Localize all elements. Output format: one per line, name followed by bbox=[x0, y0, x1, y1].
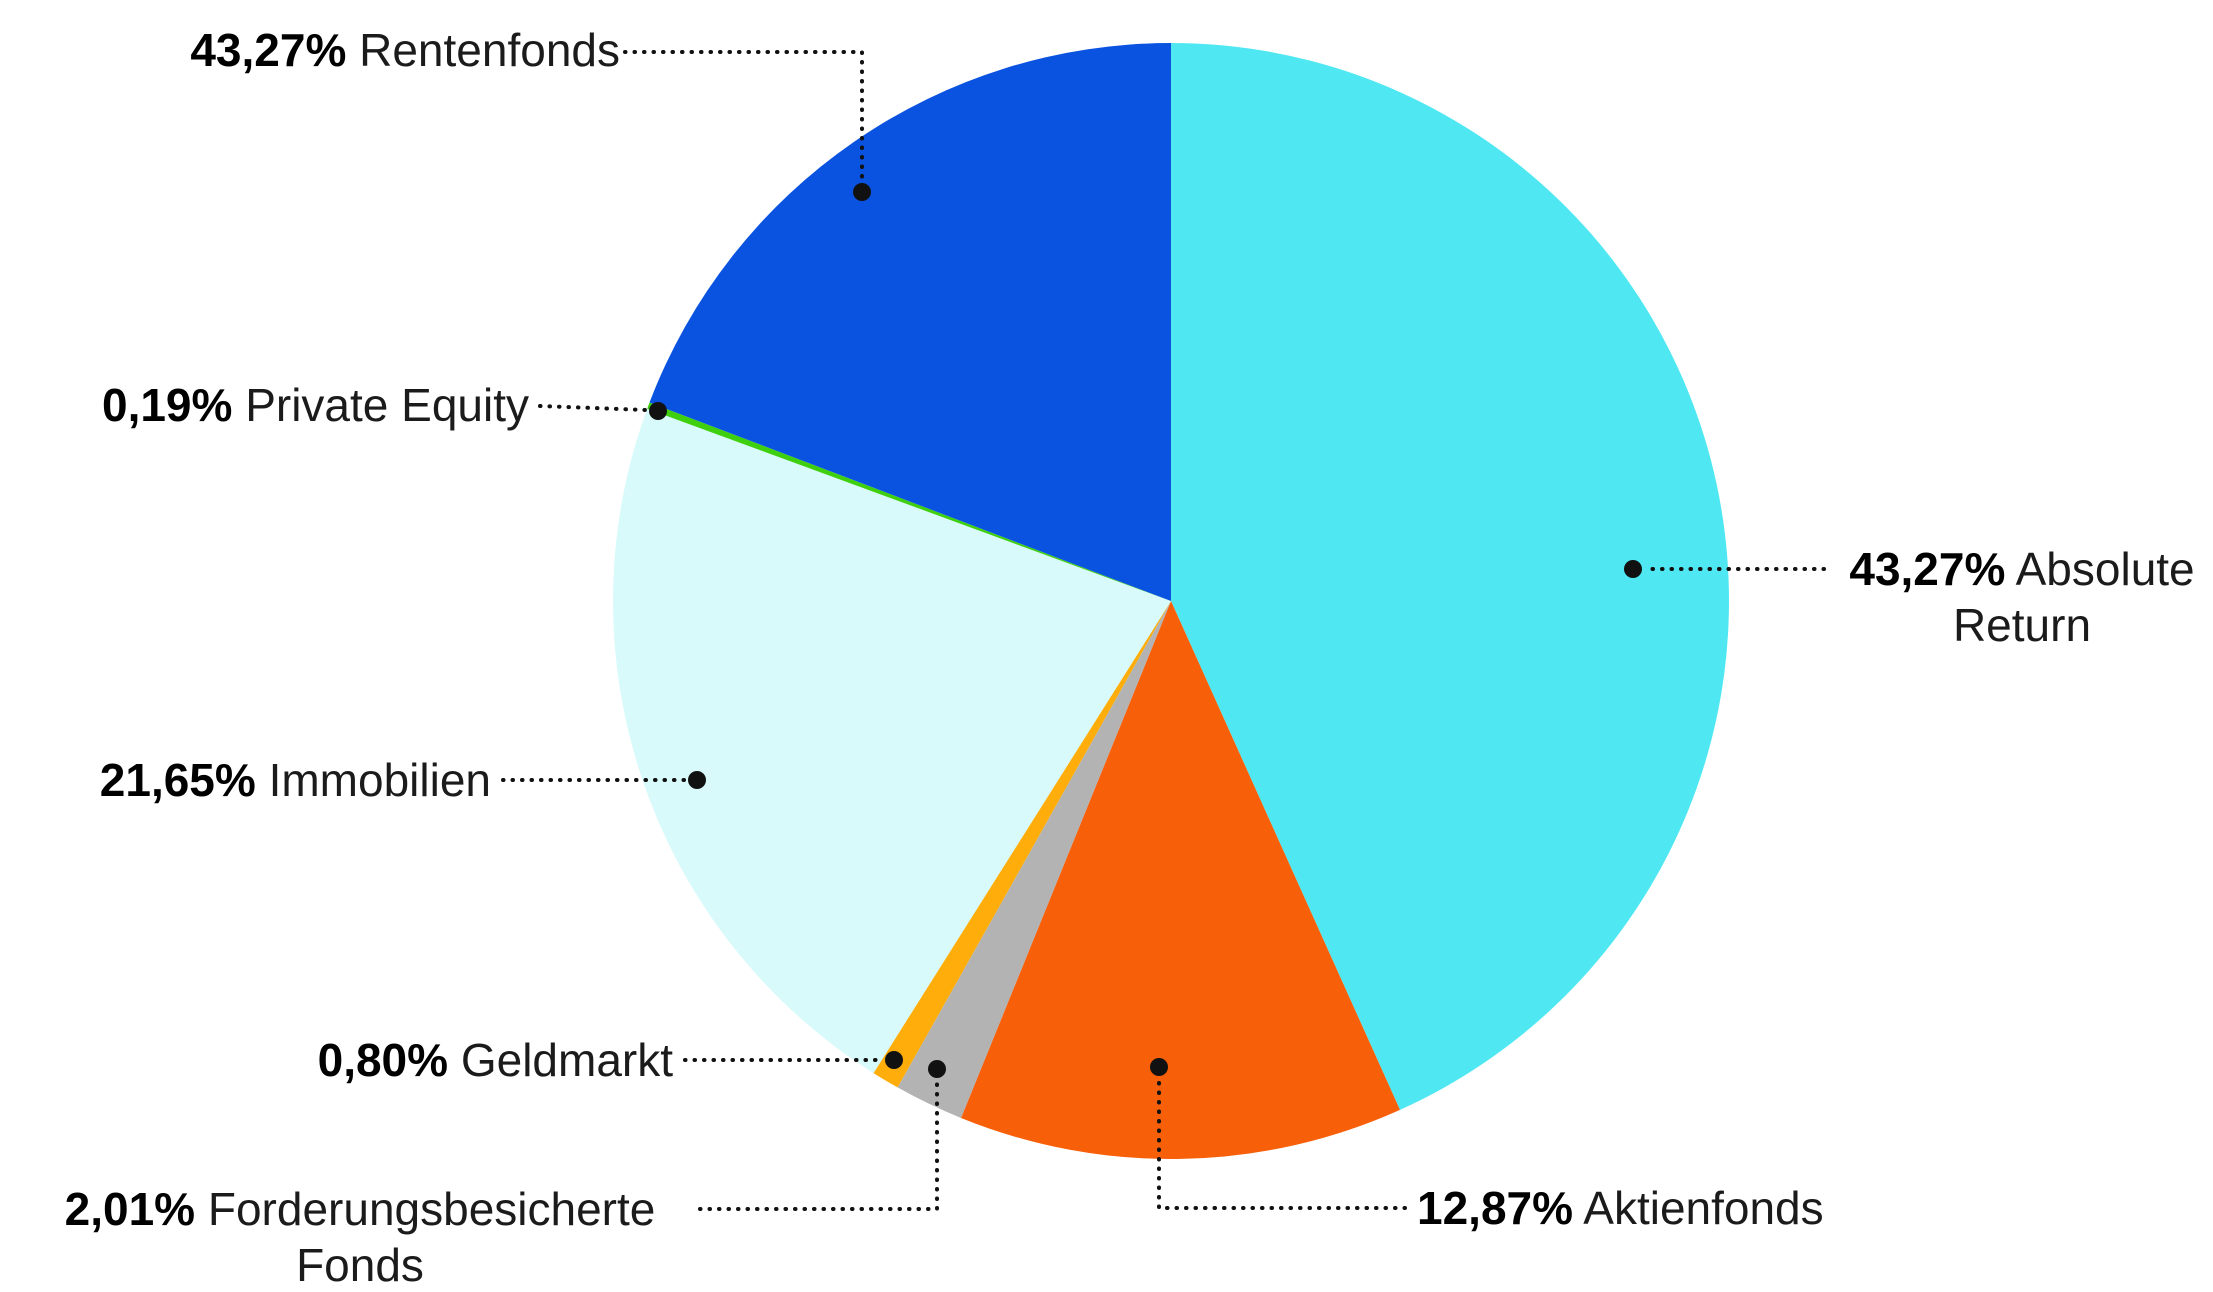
label-absolute-return: 43,27% Absolute Return bbox=[1836, 541, 2208, 653]
callout-dot-immobilien bbox=[688, 771, 706, 789]
pie-slice-forderungsbesicherte-fonds bbox=[897, 601, 1171, 1118]
label-immobilien-name: Immobilien bbox=[268, 754, 491, 806]
label-aktienfonds-name: Aktienfonds bbox=[1583, 1182, 1824, 1234]
pie-slice-geldmarkt bbox=[873, 601, 1171, 1088]
label-aktienfonds-value: 12,87% bbox=[1417, 1182, 1574, 1234]
label-private-equity: 0,19% Private Equity bbox=[102, 377, 529, 433]
label-immobilien: 21,65% Immobilien bbox=[100, 752, 491, 808]
pie-slice-immobilien bbox=[613, 408, 1171, 1074]
pie-slice-absolute-return bbox=[1171, 43, 1730, 1110]
callout-dot-aktienfonds bbox=[1150, 1058, 1168, 1076]
label-absolute-return-name: Absolute Return bbox=[1952, 543, 2195, 651]
pie-slice-private-equity bbox=[647, 402, 1171, 601]
label-rentenfonds-value: 43,27% bbox=[190, 24, 347, 76]
label-forderungsbesicherte-fonds-value: 2,01% bbox=[64, 1183, 196, 1235]
label-forderungsbesicherte-fonds-name: Forderungsbesicherte Fonds bbox=[207, 1183, 656, 1291]
callout-dot-forderungsbesicherte-fonds bbox=[928, 1060, 946, 1078]
label-rentenfonds-name: Rentenfonds bbox=[359, 24, 620, 76]
label-geldmarkt-name: Geldmarkt bbox=[460, 1034, 673, 1086]
callout-dot-rentenfonds bbox=[853, 183, 871, 201]
label-private-equity-name: Private Equity bbox=[245, 379, 529, 431]
callout-dot-private-equity bbox=[649, 402, 667, 420]
callout-dot-geldmarkt bbox=[885, 1051, 903, 1069]
callout-dot-absolute-return bbox=[1624, 560, 1642, 578]
label-geldmarkt: 0,80% Geldmarkt bbox=[318, 1032, 673, 1088]
leader-line-rentenfonds bbox=[623, 50, 864, 182]
leader-line-forderungsbesicherte-fonds bbox=[698, 1079, 939, 1211]
label-private-equity-value: 0,19% bbox=[101, 379, 233, 431]
leader-line-private-equity bbox=[538, 404, 648, 412]
label-geldmarkt-value: 0,80% bbox=[317, 1034, 449, 1086]
label-immobilien-value: 21,65% bbox=[99, 754, 256, 806]
label-absolute-return-value: 43,27% bbox=[1849, 543, 2006, 595]
label-rentenfonds: 43,27% Rentenfonds bbox=[190, 22, 620, 78]
label-aktienfonds: 12,87% Aktienfonds bbox=[1417, 1180, 1824, 1236]
label-forderungsbesicherte-fonds: 2,01% Forderungsbesicherte Fonds bbox=[30, 1181, 690, 1292]
pie-slice-aktienfonds bbox=[961, 601, 1400, 1160]
pie-slice-rentenfonds bbox=[649, 43, 1171, 601]
leader-line-aktienfonds bbox=[1157, 1077, 1407, 1210]
